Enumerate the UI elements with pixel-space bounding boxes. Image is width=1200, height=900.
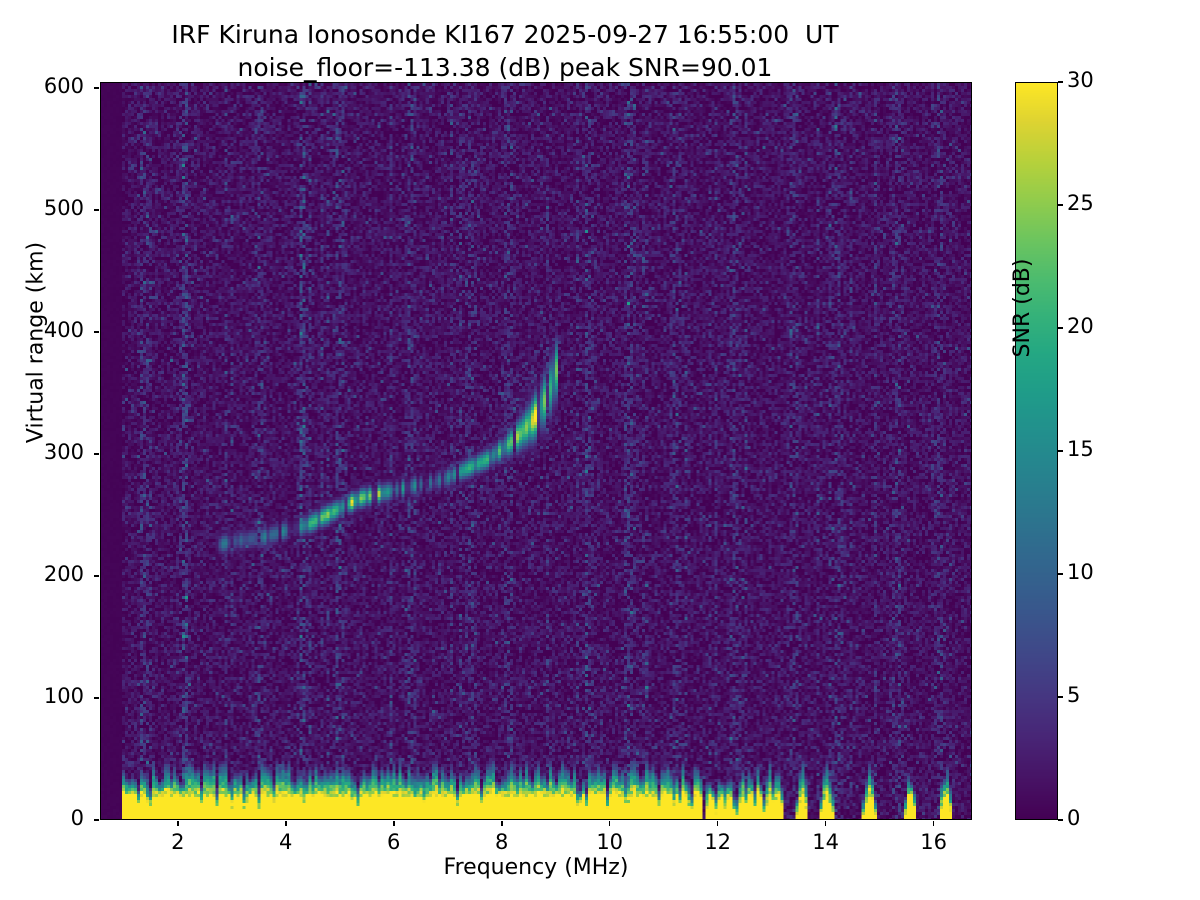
y-tick-label: 200 bbox=[43, 562, 84, 587]
colorbar-tick-label: 25 bbox=[1067, 191, 1094, 215]
colorbar-tick-label: 5 bbox=[1067, 683, 1081, 707]
colorbar-tick-mark bbox=[1058, 327, 1063, 329]
colorbar-tick-mark bbox=[1058, 819, 1063, 821]
x-tick-label: 10 bbox=[596, 830, 624, 854]
colorbar-tick-label: 0 bbox=[1067, 806, 1081, 830]
x-tick-label: 2 bbox=[171, 830, 185, 854]
y-tick-label: 400 bbox=[43, 318, 84, 343]
x-tick-mark bbox=[932, 821, 935, 826]
figure-title: IRF Kiruna Ionosonde KI167 2025-09-27 16… bbox=[0, 18, 1010, 84]
y-tick-mark bbox=[94, 819, 99, 821]
x-tick-label: 12 bbox=[704, 830, 732, 854]
x-tick-mark bbox=[716, 821, 719, 826]
x-tick-label: 6 bbox=[387, 830, 401, 854]
y-tick-mark bbox=[94, 575, 99, 577]
x-tick-mark bbox=[284, 821, 287, 826]
x-tick-label: 4 bbox=[279, 830, 293, 854]
x-tick-mark bbox=[500, 821, 503, 826]
y-tick-label: 600 bbox=[43, 74, 84, 99]
y-tick-label: 300 bbox=[43, 440, 84, 465]
colorbar-tick-mark bbox=[1058, 81, 1063, 83]
colorbar-tick-mark bbox=[1058, 450, 1063, 452]
title-line-1: IRF Kiruna Ionosonde KI167 2025-09-27 16… bbox=[171, 20, 839, 49]
x-tick-mark bbox=[176, 821, 179, 826]
colorbar-tick-mark bbox=[1058, 204, 1063, 206]
colorbar-tick-mark bbox=[1058, 696, 1063, 698]
x-tick-label: 8 bbox=[495, 830, 509, 854]
x-tick-label: 16 bbox=[920, 830, 948, 854]
y-tick-mark bbox=[94, 209, 99, 211]
x-tick-mark bbox=[608, 821, 611, 826]
y-tick-label: 0 bbox=[70, 806, 84, 830]
colorbar-label: SNR (dB) bbox=[1010, 258, 1035, 358]
y-tick-mark bbox=[94, 331, 99, 333]
x-axis-label: Frequency (MHz) bbox=[443, 855, 629, 880]
colorbar-tick-mark bbox=[1058, 573, 1063, 575]
title-line-2: noise_floor=-113.38 (dB) peak SNR=90.01 bbox=[237, 53, 773, 82]
colorbar-gradient-canvas bbox=[1016, 83, 1057, 819]
y-axis-label: Virtual range (km) bbox=[23, 241, 49, 444]
ionogram-heatmap-canvas bbox=[101, 83, 971, 819]
x-tick-label: 14 bbox=[812, 830, 840, 854]
y-tick-label: 500 bbox=[43, 196, 84, 221]
x-tick-mark bbox=[824, 821, 827, 826]
colorbar-tick-label: 15 bbox=[1067, 437, 1094, 461]
x-tick-mark bbox=[392, 821, 395, 826]
colorbar-tick-label: 10 bbox=[1067, 560, 1094, 584]
colorbar bbox=[1015, 82, 1058, 820]
y-tick-mark bbox=[94, 87, 99, 89]
colorbar-tick-label: 30 bbox=[1067, 68, 1094, 92]
colorbar-tick-label: 20 bbox=[1067, 314, 1094, 338]
y-tick-mark bbox=[94, 453, 99, 455]
ionogram-plot-area[interactable] bbox=[100, 82, 972, 820]
y-tick-mark bbox=[94, 697, 99, 699]
y-tick-label: 100 bbox=[43, 684, 84, 709]
